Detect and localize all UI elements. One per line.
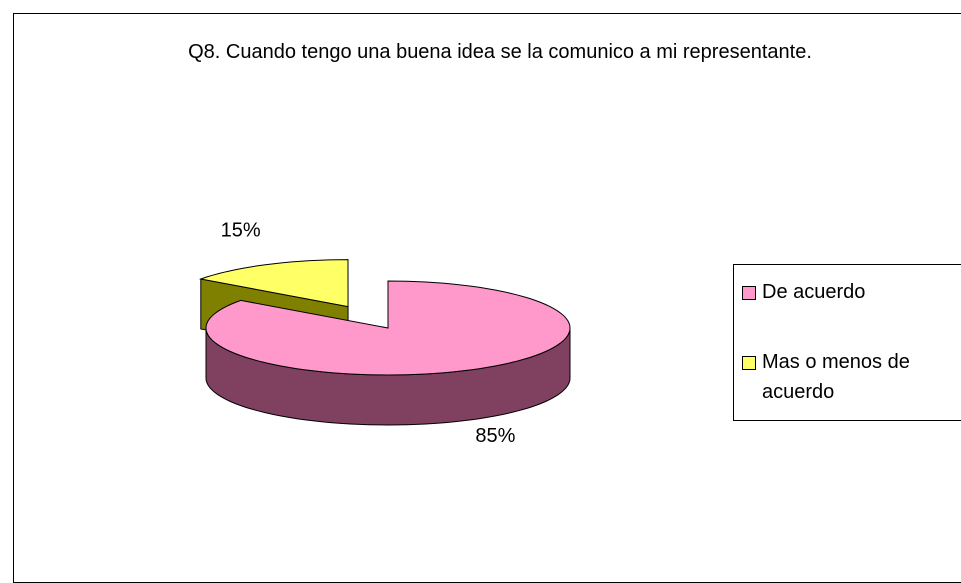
legend-item: De acuerdo xyxy=(742,277,961,307)
legend-label: De acuerdo xyxy=(762,281,866,303)
chart: 15% 85% xyxy=(198,220,571,447)
legend-swatch xyxy=(742,286,756,300)
legend-label: Mas o menos de acuerdo xyxy=(762,351,910,403)
slice xyxy=(205,280,571,376)
data-label: 15% xyxy=(221,220,261,242)
legend-item: Mas o menos de acuerdo xyxy=(742,347,961,407)
slice xyxy=(198,259,349,308)
page: {"chart_data": {"type": "pie3d", "title"… xyxy=(13,13,961,583)
legend-swatch xyxy=(742,356,756,370)
data-label: 85% xyxy=(475,425,515,447)
legend: De acuerdo Mas o menos de acuerdo xyxy=(733,264,961,421)
chart-title: Q8. Cuando tengo una buena idea se la co… xyxy=(188,41,812,63)
